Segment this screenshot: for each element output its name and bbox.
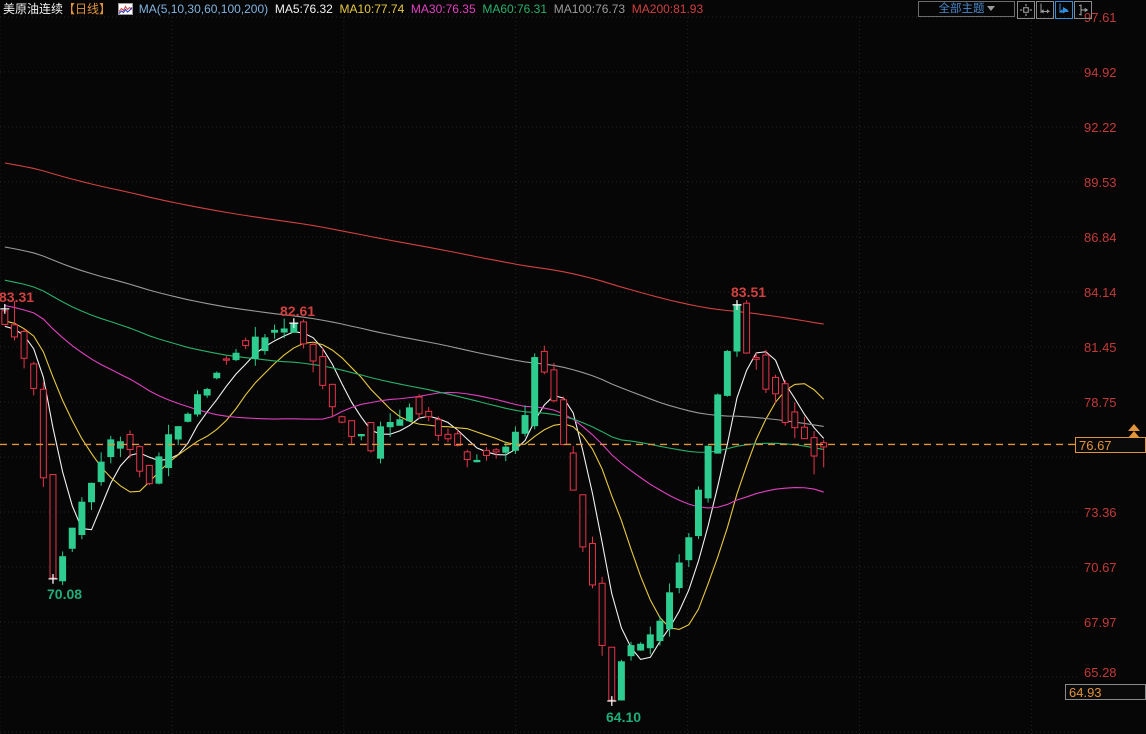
svg-text:70.08: 70.08: [47, 586, 82, 602]
svg-text:83.31: 83.31: [0, 289, 34, 305]
svg-text:64.10: 64.10: [606, 709, 641, 725]
svg-text:82.61: 82.61: [280, 303, 315, 319]
svg-text:83.51: 83.51: [731, 284, 766, 300]
